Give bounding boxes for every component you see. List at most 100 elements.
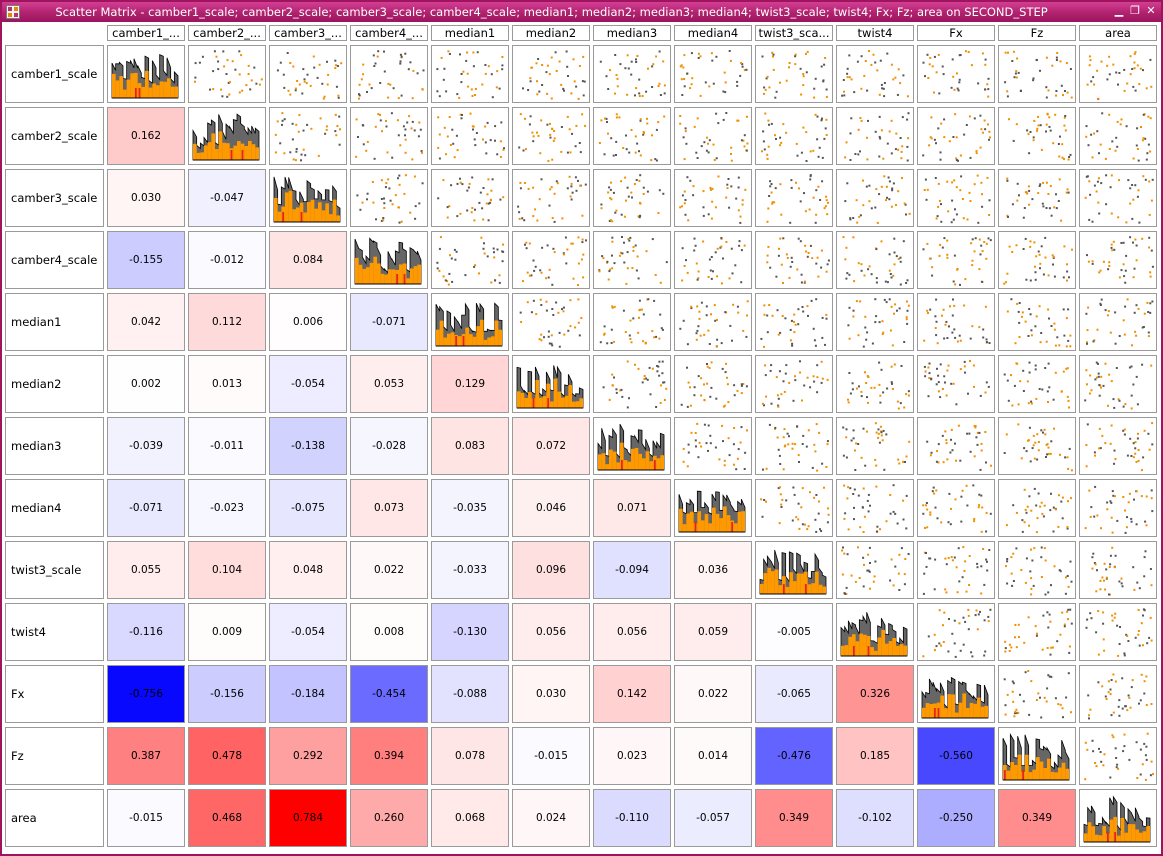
histogram-cell[interactable] [350,231,428,289]
correlation-cell[interactable]: 0.468 [188,789,266,847]
scatter-cell[interactable] [1079,603,1157,661]
scatter-cell[interactable] [836,355,914,413]
correlation-cell[interactable]: -0.184 [269,665,347,723]
correlation-cell[interactable]: 0.084 [269,231,347,289]
scatter-cell[interactable] [431,107,509,165]
scatter-cell[interactable] [1079,355,1157,413]
correlation-cell[interactable]: 0.349 [755,789,833,847]
scatter-cell[interactable] [1079,169,1157,227]
histogram-cell[interactable] [188,107,266,165]
scatter-cell[interactable] [917,293,995,351]
correlation-cell[interactable]: 0.024 [512,789,590,847]
correlation-cell[interactable]: 0.056 [512,603,590,661]
scatter-cell[interactable] [998,355,1076,413]
scatter-cell[interactable] [917,355,995,413]
correlation-cell[interactable]: -0.476 [755,727,833,785]
scatter-cell[interactable] [755,479,833,537]
scatter-cell[interactable] [836,541,914,599]
scatter-cell[interactable] [917,107,995,165]
scatter-cell[interactable] [593,107,671,165]
scatter-cell[interactable] [593,355,671,413]
scatter-cell[interactable] [1079,231,1157,289]
scatter-cell[interactable] [188,45,266,103]
scatter-cell[interactable] [998,107,1076,165]
correlation-cell[interactable]: -0.102 [836,789,914,847]
correlation-cell[interactable]: -0.130 [431,603,509,661]
correlation-cell[interactable]: 0.036 [674,541,752,599]
scatter-cell[interactable] [998,479,1076,537]
correlation-cell[interactable]: 0.129 [431,355,509,413]
correlation-cell[interactable]: 0.030 [107,169,185,227]
correlation-cell[interactable]: 0.068 [431,789,509,847]
scatter-cell[interactable] [674,107,752,165]
scatter-cell[interactable] [917,541,995,599]
scatter-cell[interactable] [512,107,590,165]
correlation-cell[interactable]: -0.033 [431,541,509,599]
scatter-cell[interactable] [1079,45,1157,103]
scatter-cell[interactable] [998,169,1076,227]
scatter-cell[interactable] [1079,479,1157,537]
correlation-cell[interactable]: -0.057 [674,789,752,847]
correlation-cell[interactable]: -0.015 [512,727,590,785]
correlation-cell[interactable]: -0.250 [917,789,995,847]
histogram-cell[interactable] [593,417,671,475]
correlation-cell[interactable]: -0.454 [350,665,428,723]
scatter-cell[interactable] [836,293,914,351]
correlation-cell[interactable]: 0.014 [674,727,752,785]
scatter-cell[interactable] [269,107,347,165]
scatter-cell[interactable] [755,355,833,413]
correlation-cell[interactable]: 0.053 [350,355,428,413]
scatter-cell[interactable] [998,541,1076,599]
correlation-cell[interactable]: -0.023 [188,479,266,537]
scatter-cell[interactable] [917,479,995,537]
scatter-cell[interactable] [917,169,995,227]
correlation-cell[interactable]: 0.071 [593,479,671,537]
scatter-cell[interactable] [998,45,1076,103]
scatter-cell[interactable] [998,417,1076,475]
correlation-cell[interactable]: 0.349 [998,789,1076,847]
scatter-cell[interactable] [836,45,914,103]
scatter-cell[interactable] [593,169,671,227]
correlation-cell[interactable]: 0.096 [512,541,590,599]
histogram-cell[interactable] [755,541,833,599]
scatter-cell[interactable] [674,417,752,475]
correlation-cell[interactable]: -0.138 [269,417,347,475]
scatter-cell[interactable] [512,45,590,103]
correlation-cell[interactable]: 0.046 [512,479,590,537]
scatter-cell[interactable] [755,107,833,165]
scatter-cell[interactable] [674,355,752,413]
histogram-cell[interactable] [1079,789,1157,847]
scatter-cell[interactable] [1079,541,1157,599]
scatter-cell[interactable] [431,169,509,227]
correlation-cell[interactable]: 0.078 [431,727,509,785]
correlation-cell[interactable]: 0.030 [512,665,590,723]
correlation-cell[interactable]: 0.104 [188,541,266,599]
minimize-button[interactable]: ▁ [1114,4,1124,17]
scatter-cell[interactable] [269,45,347,103]
correlation-cell[interactable]: 0.072 [512,417,590,475]
correlation-cell[interactable]: -0.028 [350,417,428,475]
correlation-cell[interactable]: -0.005 [755,603,833,661]
scatter-cell[interactable] [836,417,914,475]
correlation-cell[interactable]: -0.054 [269,355,347,413]
scatter-cell[interactable] [593,293,671,351]
correlation-cell[interactable]: 0.142 [593,665,671,723]
correlation-cell[interactable]: -0.756 [107,665,185,723]
scatter-cell[interactable] [431,45,509,103]
scatter-cell[interactable] [836,169,914,227]
correlation-cell[interactable]: -0.156 [188,665,266,723]
correlation-cell[interactable]: 0.292 [269,727,347,785]
histogram-cell[interactable] [431,293,509,351]
correlation-cell[interactable]: -0.054 [269,603,347,661]
correlation-cell[interactable]: 0.059 [674,603,752,661]
correlation-cell[interactable]: 0.042 [107,293,185,351]
correlation-cell[interactable]: 0.056 [593,603,671,661]
scatter-cell[interactable] [755,231,833,289]
correlation-cell[interactable]: 0.185 [836,727,914,785]
correlation-cell[interactable]: -0.094 [593,541,671,599]
close-button[interactable]: ✕ [1146,4,1156,17]
scatter-cell[interactable] [674,231,752,289]
correlation-cell[interactable]: -0.560 [917,727,995,785]
correlation-cell[interactable]: -0.065 [755,665,833,723]
correlation-cell[interactable]: -0.075 [269,479,347,537]
